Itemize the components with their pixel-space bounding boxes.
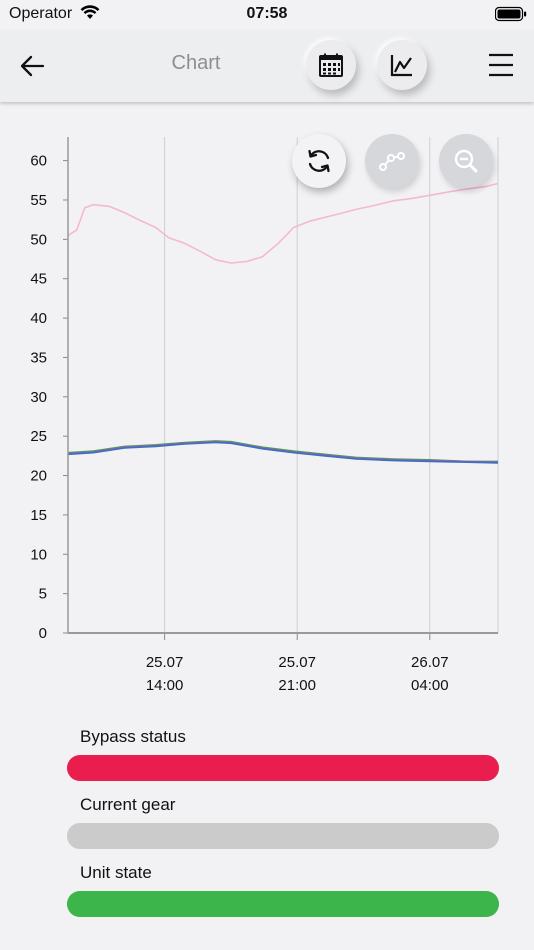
y-tick-label: 5 — [39, 586, 47, 603]
back-button[interactable] — [16, 50, 50, 82]
zoom-out-button[interactable] — [439, 134, 493, 188]
carrier-label: Operator — [9, 5, 73, 22]
page-title: Chart — [171, 52, 221, 74]
app-header: Chart — [0, 30, 534, 102]
status-bar: Operator 07:58 — [0, 0, 534, 30]
battery-icon — [494, 6, 527, 27]
chart-button[interactable] — [377, 40, 427, 90]
x-tick-label-date: 26.07 — [411, 654, 449, 671]
x-tick-label-time: 21:00 — [278, 677, 316, 694]
y-tick-label: 60 — [30, 153, 47, 170]
refresh-button[interactable] — [292, 134, 346, 188]
calendar-icon — [319, 53, 343, 77]
series-line-1 — [67, 182, 499, 264]
data-points-button[interactable] — [365, 134, 419, 188]
unit-state-label: Unit state — [80, 863, 152, 882]
y-tick-label: 55 — [30, 192, 47, 209]
y-tick-label: 25 — [30, 428, 47, 445]
y-tick-label: 35 — [30, 349, 47, 366]
x-tick-label-time: 04:00 — [411, 677, 449, 694]
current-gear-fill — [67, 823, 499, 849]
line-chart[interactable]: 25.07 14:00 25.07 21:00 26.07 04:00 0 5 10 15 20 25… — [0, 110, 534, 710]
y-tick-label: 20 — [30, 468, 47, 485]
current-gear-label: Current gear — [80, 795, 176, 814]
menu-button[interactable] — [486, 50, 516, 80]
bypass-status-fill — [67, 755, 499, 781]
unit-state-fill — [67, 891, 499, 917]
bypass-status-label: Bypass status — [80, 727, 186, 746]
zoom-out-icon — [454, 149, 478, 173]
unit-state-bar — [67, 891, 499, 917]
chart-area[interactable]: 25.07 14:00 25.07 21:00 26.07 04:00 0 5 10 15 20 25… — [0, 110, 534, 710]
y-tick-label: 30 — [30, 389, 47, 406]
y-tick-label: 10 — [30, 546, 47, 563]
refresh-icon — [308, 149, 330, 173]
calendar-button[interactable] — [306, 40, 356, 90]
y-tick-label: 45 — [30, 271, 47, 288]
y-tick-label: 0 — [39, 625, 47, 642]
hamburger-menu-icon — [489, 53, 513, 77]
x-tick-label-time: 14:00 — [146, 677, 184, 694]
arrow-left-icon — [20, 55, 45, 77]
wifi-icon — [80, 4, 100, 25]
x-tick-label-date: 25.07 — [146, 654, 184, 671]
y-tick-label: 50 — [30, 231, 47, 248]
series-line-4 — [67, 441, 499, 464]
data-points-icon — [379, 152, 405, 171]
y-tick-label: 15 — [30, 507, 47, 524]
clock: 07:58 — [246, 5, 288, 22]
x-tick-label-date: 25.07 — [278, 654, 316, 671]
current-gear-bar — [67, 823, 499, 849]
y-tick-label: 40 — [30, 310, 47, 327]
bypass-status-bar — [67, 755, 499, 781]
line-chart-icon — [390, 55, 412, 77]
